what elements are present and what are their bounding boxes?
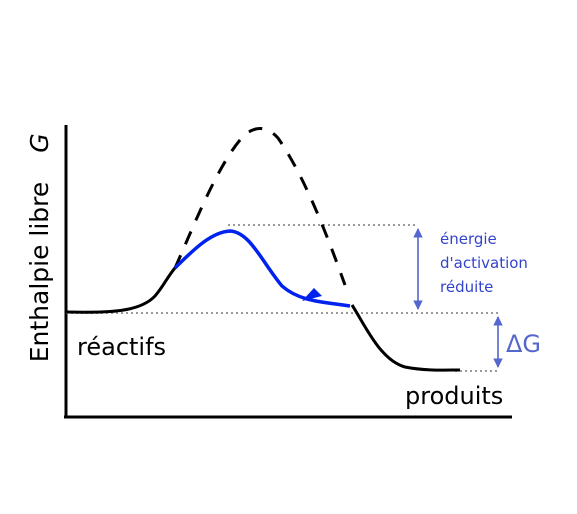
reactant-baseline-curve (65, 267, 177, 314)
activation-label-line-1: énergie (440, 230, 497, 248)
y-axis-label: Enthalpie libre (25, 182, 54, 363)
catalyzed-path-arrowhead (302, 288, 322, 301)
delta-g-label: ΔG (506, 330, 541, 358)
reactants-label: réactifs (77, 333, 166, 361)
catalyzed-path-curve (173, 229, 351, 308)
product-descent-curve (350, 304, 461, 372)
activation-label-line-3: réduite (440, 278, 493, 296)
activation-label-line-2: d'activation (440, 254, 528, 272)
uncatalyzed-hump-dashed (173, 127, 347, 286)
y-axis-symbol: G (25, 133, 54, 152)
products-label: produits (405, 382, 503, 410)
